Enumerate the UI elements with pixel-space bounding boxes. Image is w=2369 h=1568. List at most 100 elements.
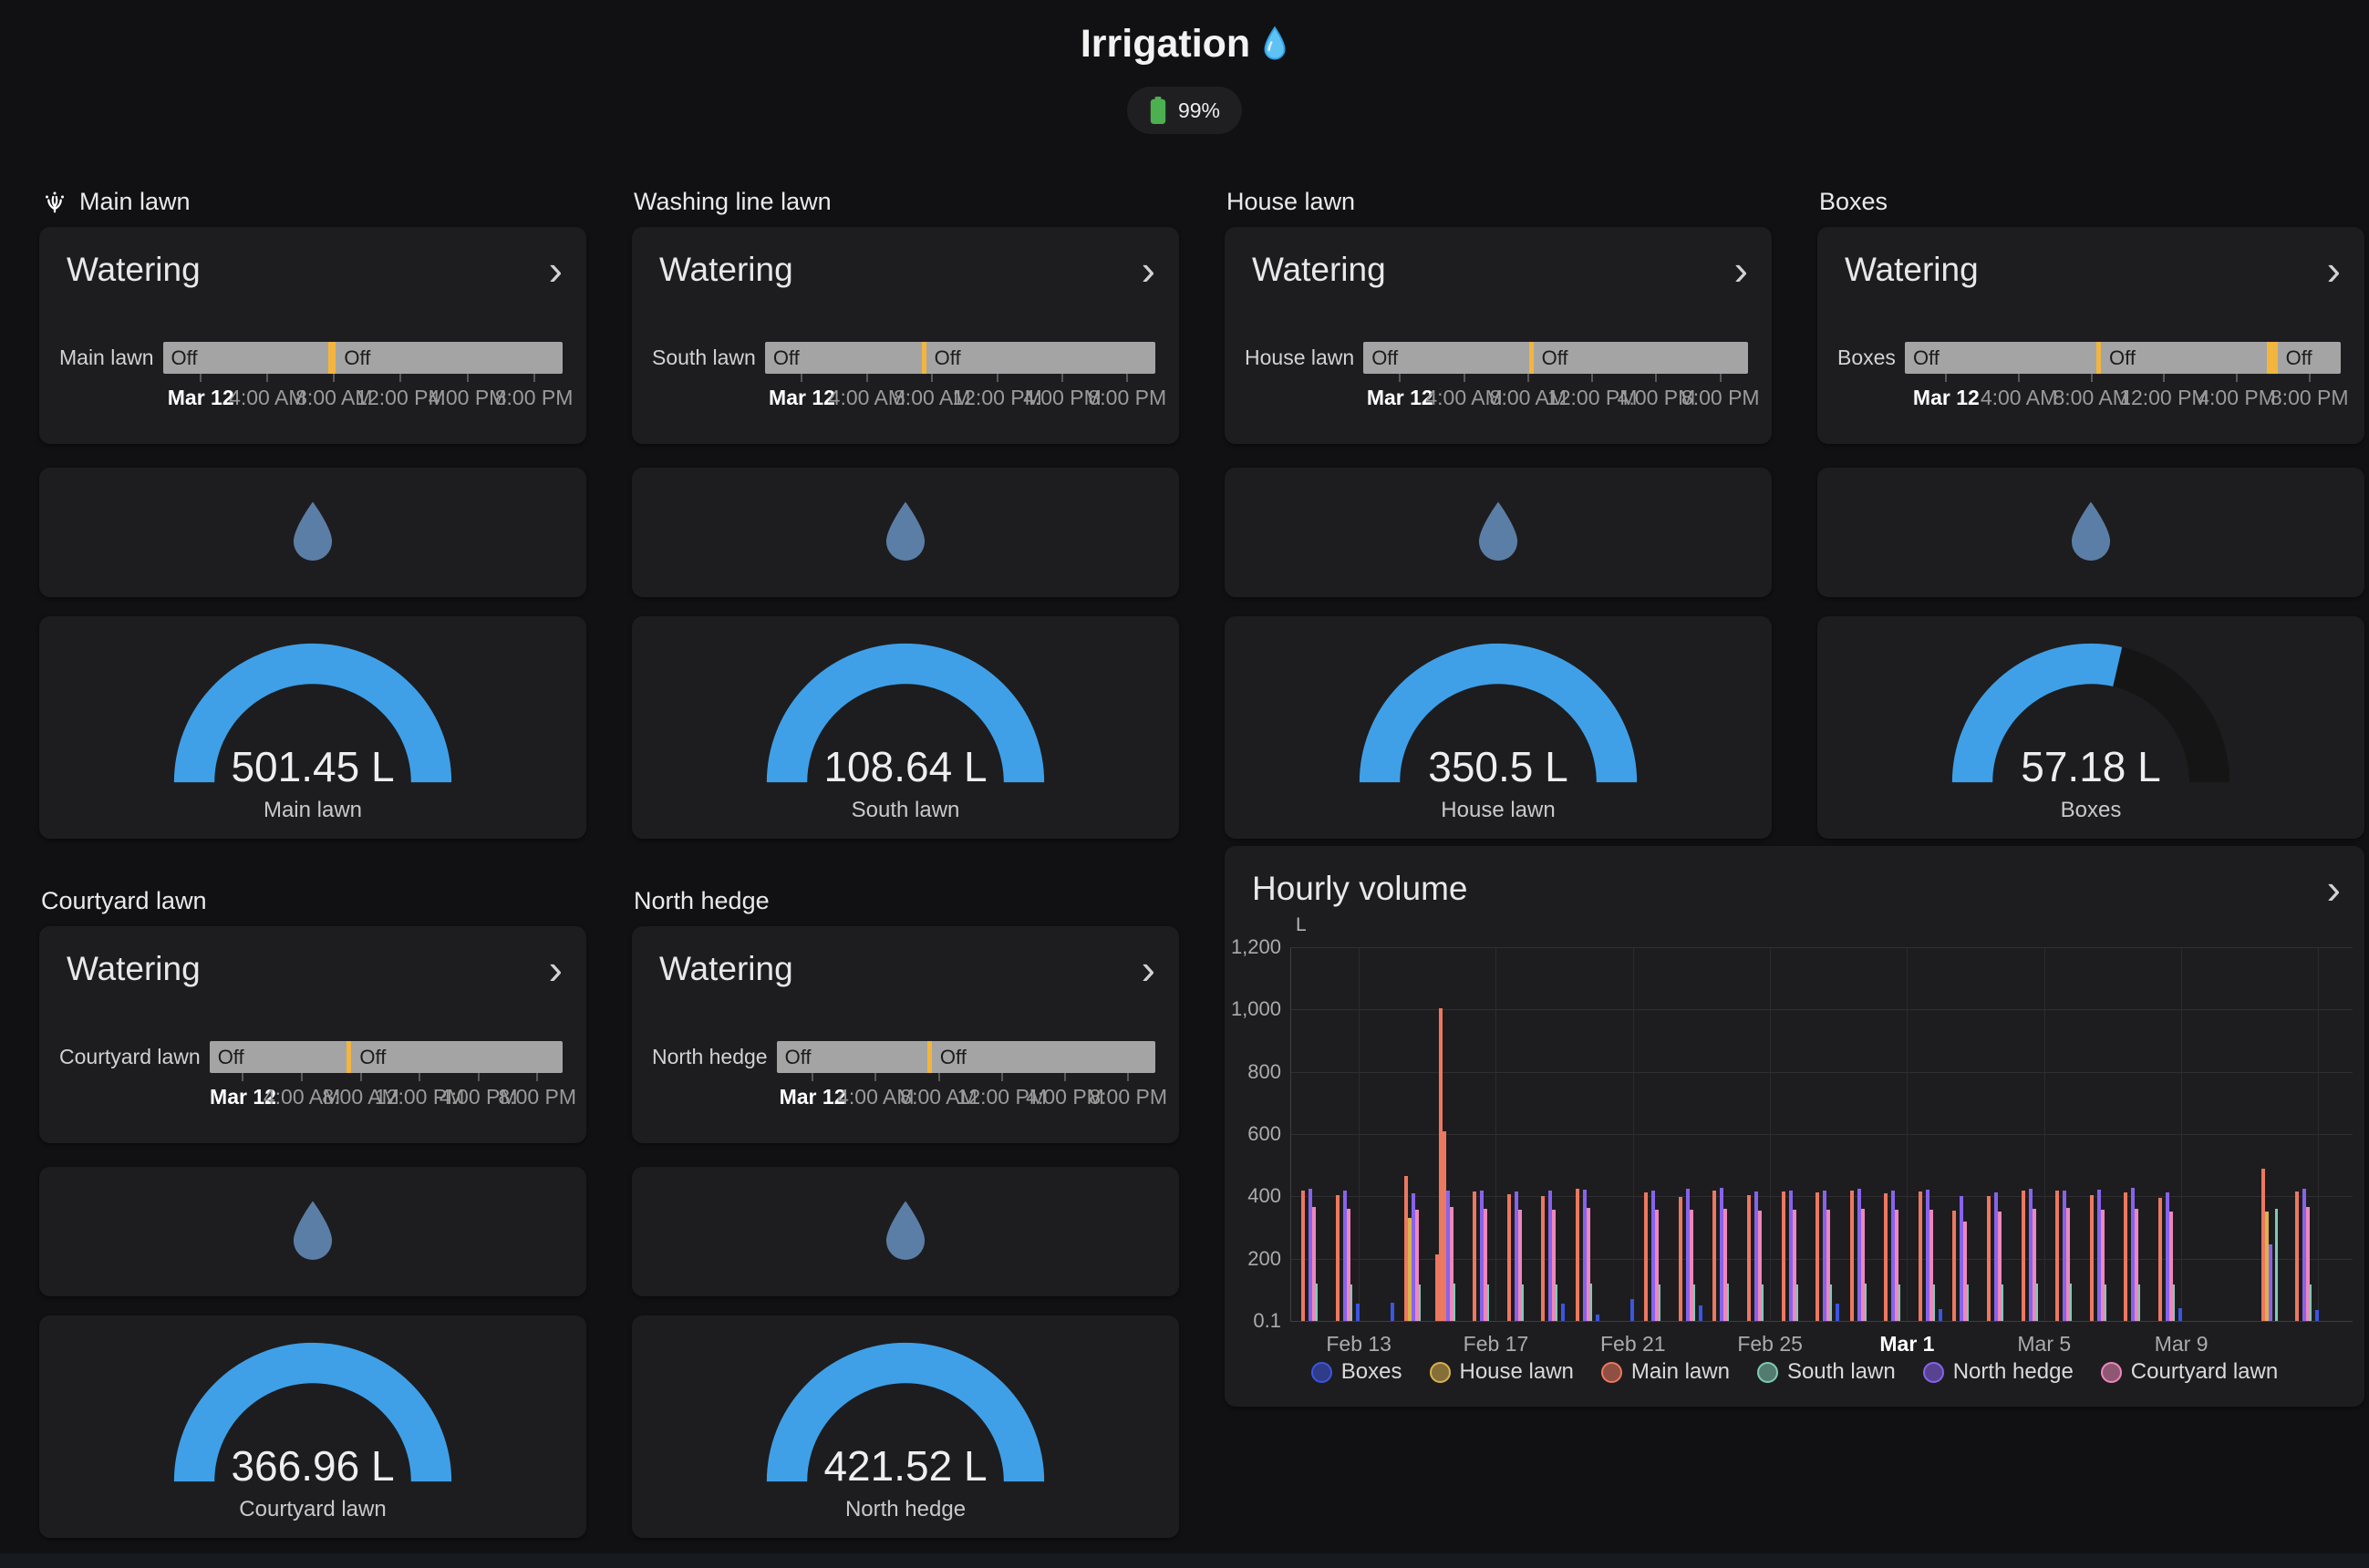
gauge-card[interactable]: 57.18 L Boxes (1817, 616, 2364, 839)
bar-main-lawn (1434, 1253, 1439, 1321)
gridline-vertical (1359, 947, 1360, 1321)
water-drop-emoji (1261, 26, 1288, 64)
watering-card[interactable]: Watering › South lawn Off Off Mar 12 4:00 … (632, 227, 1179, 444)
timeline-tick (266, 374, 269, 382)
timeline-bar[interactable]: Off Off (209, 1041, 563, 1073)
timeline-body: Off Off Mar 12 4:00 AM 8:00 AM 12:00 PM 4:00 … (1363, 342, 1760, 414)
history-timeline: Boxes Off Off Off Mar 12 4:00 AM 8:00 AM 12:0… (1837, 342, 2349, 414)
timeline-tick (301, 1073, 304, 1081)
water-drop-card[interactable] (1225, 468, 1772, 597)
timeline-bar[interactable]: Off Off Off (1904, 342, 2341, 374)
water-drop-card[interactable] (632, 468, 1179, 597)
water-drop-card[interactable] (39, 468, 586, 597)
gauge-card[interactable]: 108.64 L South lawn (632, 616, 1179, 839)
gauge-value: 57.18 L (2021, 742, 2161, 790)
timeline-tick (1399, 374, 1402, 382)
timeline-tick (1127, 1073, 1130, 1081)
bar-main-lawn (1473, 1191, 1477, 1321)
timeline-segment-on (2096, 342, 2102, 374)
timeline-segment-on (327, 342, 336, 374)
watering-card-title: Watering (67, 251, 201, 288)
bar-north-hedge (1651, 1191, 1656, 1321)
watering-card[interactable]: Watering › Courtyard lawn Off Off Mar 12 4… (39, 926, 586, 1143)
legend-item-courtyard-lawn[interactable]: Courtyard lawn (2100, 1359, 2278, 1385)
bar-south-lawn (1726, 1284, 1730, 1321)
gauge-card[interactable]: 501.45 L Main lawn (39, 616, 586, 839)
bar-main-lawn (1335, 1194, 1340, 1321)
gauge-card[interactable]: 421.52 L North hedge (632, 1315, 1179, 1538)
timeline-axis-label: 8:00 PM (498, 1085, 577, 1109)
chart-legend: Boxes House lawn Main lawn South lawn North … (1225, 1359, 2364, 1385)
timeline-bar[interactable]: Off Off (162, 342, 563, 374)
history-timeline: House lawn Off Off Mar 12 4:00 AM 8:00 AM 12… (1245, 342, 1760, 414)
water-drop-card[interactable] (39, 1167, 586, 1296)
zone-name: House lawn (1226, 187, 1356, 215)
water-drop-card[interactable] (632, 1167, 1179, 1296)
zone-header: North hedge (634, 886, 1179, 915)
chevron-right-icon[interactable]: › (1141, 246, 1155, 294)
bar-courtyard-lawn (2135, 1209, 2139, 1321)
water-drop-icon (1470, 497, 1526, 568)
timeline-tick (399, 374, 402, 382)
timeline-tick (1719, 374, 1722, 382)
timeline-entity-label: South lawn (652, 346, 756, 369)
timeline-bar[interactable]: Off Off (764, 342, 1155, 374)
bar-courtyard-lawn (1723, 1209, 1728, 1321)
x-axis-label: Mar 9 (2154, 1332, 2209, 1356)
timeline-entity-label: House lawn (1245, 346, 1355, 369)
gauge-card[interactable]: 366.96 L Courtyard lawn (39, 1315, 586, 1538)
gauge-label: House lawn (1441, 797, 1556, 822)
watering-card[interactable]: Watering › Main lawn Off Off Mar 12 4:00 A… (39, 227, 586, 444)
timeline-bar[interactable]: Off Off (776, 1041, 1155, 1073)
timeline-axis-label: 8:00 AM (2053, 386, 2130, 409)
timeline-tick (1463, 374, 1465, 382)
chevron-right-icon[interactable]: › (548, 945, 563, 993)
legend-item-north-hedge[interactable]: North hedge (1922, 1359, 2074, 1385)
legend-item-house-lawn[interactable]: House lawn (1429, 1359, 1574, 1385)
timeline-axis-label: Mar 12 (167, 386, 234, 409)
watering-card[interactable]: Watering › House lawn Off Off Mar 12 4:00 … (1225, 227, 1772, 444)
bar-north-hedge (1925, 1189, 1929, 1321)
bar-courtyard-lawn (1517, 1209, 1522, 1321)
gauge-card[interactable]: 350.5 L House lawn (1225, 616, 1772, 839)
bar-south-lawn (2034, 1284, 2038, 1321)
bar-main-lawn (1541, 1196, 1546, 1321)
bar-courtyard-lawn (2100, 1210, 2105, 1321)
gauge-value: 108.64 L (823, 742, 988, 790)
legend-item-south-lawn[interactable]: South lawn (1756, 1359, 1896, 1385)
chevron-right-icon[interactable]: › (2326, 246, 2341, 294)
timeline-bar[interactable]: Off Off (1363, 342, 1748, 374)
bar-south-lawn (2103, 1284, 2106, 1321)
timeline-segment-off: Off (2277, 342, 2341, 374)
bar-north-hedge (2131, 1188, 2136, 1321)
zone-header: Courtyard lawn (41, 886, 586, 915)
watering-card[interactable]: Watering › Boxes Off Off Off Mar 12 4:00 AM… (1817, 227, 2364, 444)
bar-boxes (1836, 1304, 1840, 1321)
chevron-right-icon[interactable]: › (548, 246, 563, 294)
gridline-horizontal (1290, 1196, 2353, 1198)
timeline-tick (359, 1073, 362, 1081)
chevron-right-icon[interactable]: › (1733, 246, 1748, 294)
battery-badge[interactable]: 99% (1126, 87, 1243, 134)
y-axis-label: 1,000 (1230, 997, 1281, 1021)
chevron-right-icon[interactable]: › (1141, 945, 1155, 993)
water-drop-card[interactable] (1817, 468, 2364, 597)
hourly-volume-card: Hourly volume › 1,200 1,000 800 600 400 200 0.… (1225, 846, 2364, 1407)
bar-main-lawn (1506, 1193, 1511, 1321)
timeline-axis: Mar 12 4:00 AM 8:00 AM 12:00 PM 4:00 PM 8:00 … (210, 1073, 576, 1113)
timeline-tick (1591, 374, 1594, 382)
zone-name: Courtyard lawn (41, 886, 207, 914)
watering-card-header: Watering › (632, 227, 1179, 294)
history-timeline: North hedge Off Off Mar 12 4:00 AM 8:00 AM 1… (652, 1041, 1167, 1113)
legend-item-boxes[interactable]: Boxes (1310, 1359, 1402, 1385)
bar-courtyard-lawn (1998, 1212, 2002, 1321)
watering-card-header: Watering › (632, 926, 1179, 993)
bar-north-hedge (1342, 1190, 1347, 1321)
bar-courtyard-lawn (1826, 1209, 1831, 1321)
bar-north-hedge (2302, 1188, 2307, 1321)
chevron-right-icon[interactable]: › (2326, 865, 2341, 913)
watering-card[interactable]: Watering › North hedge Off Off Mar 12 4:00… (632, 926, 1179, 1143)
legend-item-main-lawn[interactable]: Main lawn (1600, 1359, 1730, 1385)
bar-main-lawn (2124, 1192, 2128, 1321)
bar-south-lawn (1418, 1284, 1422, 1321)
